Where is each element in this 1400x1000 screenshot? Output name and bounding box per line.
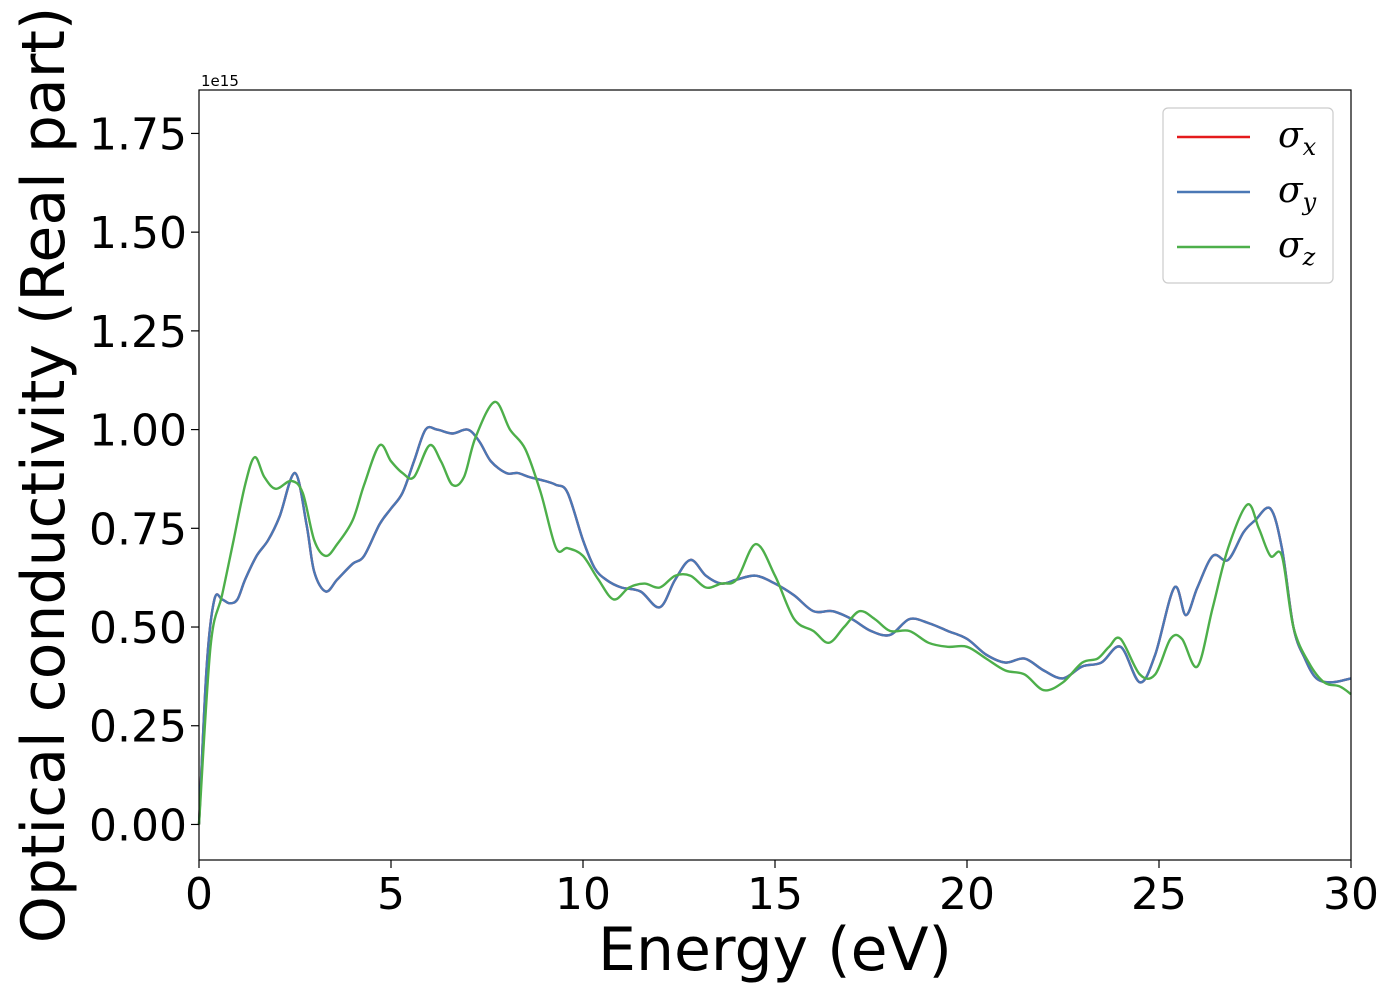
y-tick-label: 1.25: [89, 307, 187, 358]
x-axis-title: Energy (eV): [598, 915, 952, 985]
y-axis-title: Optical conductivity (Real part): [9, 7, 79, 944]
x-tick-label: 15: [747, 869, 803, 920]
y-offset-text: 1e15: [201, 72, 239, 90]
legend-entries: σx σy σz: [1177, 115, 1317, 271]
y-tick-label: 1.00: [89, 406, 187, 457]
x-tick-label: 20: [939, 869, 995, 920]
x-tick-label: 25: [1131, 869, 1187, 920]
y-tick-label: 0.25: [89, 702, 187, 753]
x-tick-label: 5: [377, 869, 405, 920]
legend: σx σy σz: [1162, 107, 1334, 284]
legend-label-x: σx: [1278, 115, 1317, 161]
y-tick-label: 0.00: [89, 800, 187, 851]
y-tick-label: 1.75: [89, 109, 187, 160]
x-tick-label: 10: [555, 869, 611, 920]
x-tick-label: 0: [185, 869, 213, 920]
legend-label-y: σy: [1278, 170, 1317, 216]
y-tick-label: 1.50: [89, 208, 187, 259]
series-layer: [197, 400, 1352, 825]
legend-box: [1162, 107, 1334, 284]
x-axis-ticks: 0 5 10 15 20 25 30: [185, 860, 1379, 920]
series-line-z: [197, 400, 1352, 825]
y-tick-label: 0.75: [89, 504, 187, 555]
x-tick-label: 30: [1323, 869, 1379, 920]
series-line-x: [197, 425, 1352, 825]
series-line-y: [197, 425, 1352, 825]
y-tick-label: 0.50: [89, 603, 187, 654]
y-axis-ticks: 0.00 0.25 0.50 0.75 1.00 1.25 1.50 1.75: [89, 109, 199, 851]
legend-label-z: σz: [1278, 225, 1316, 271]
